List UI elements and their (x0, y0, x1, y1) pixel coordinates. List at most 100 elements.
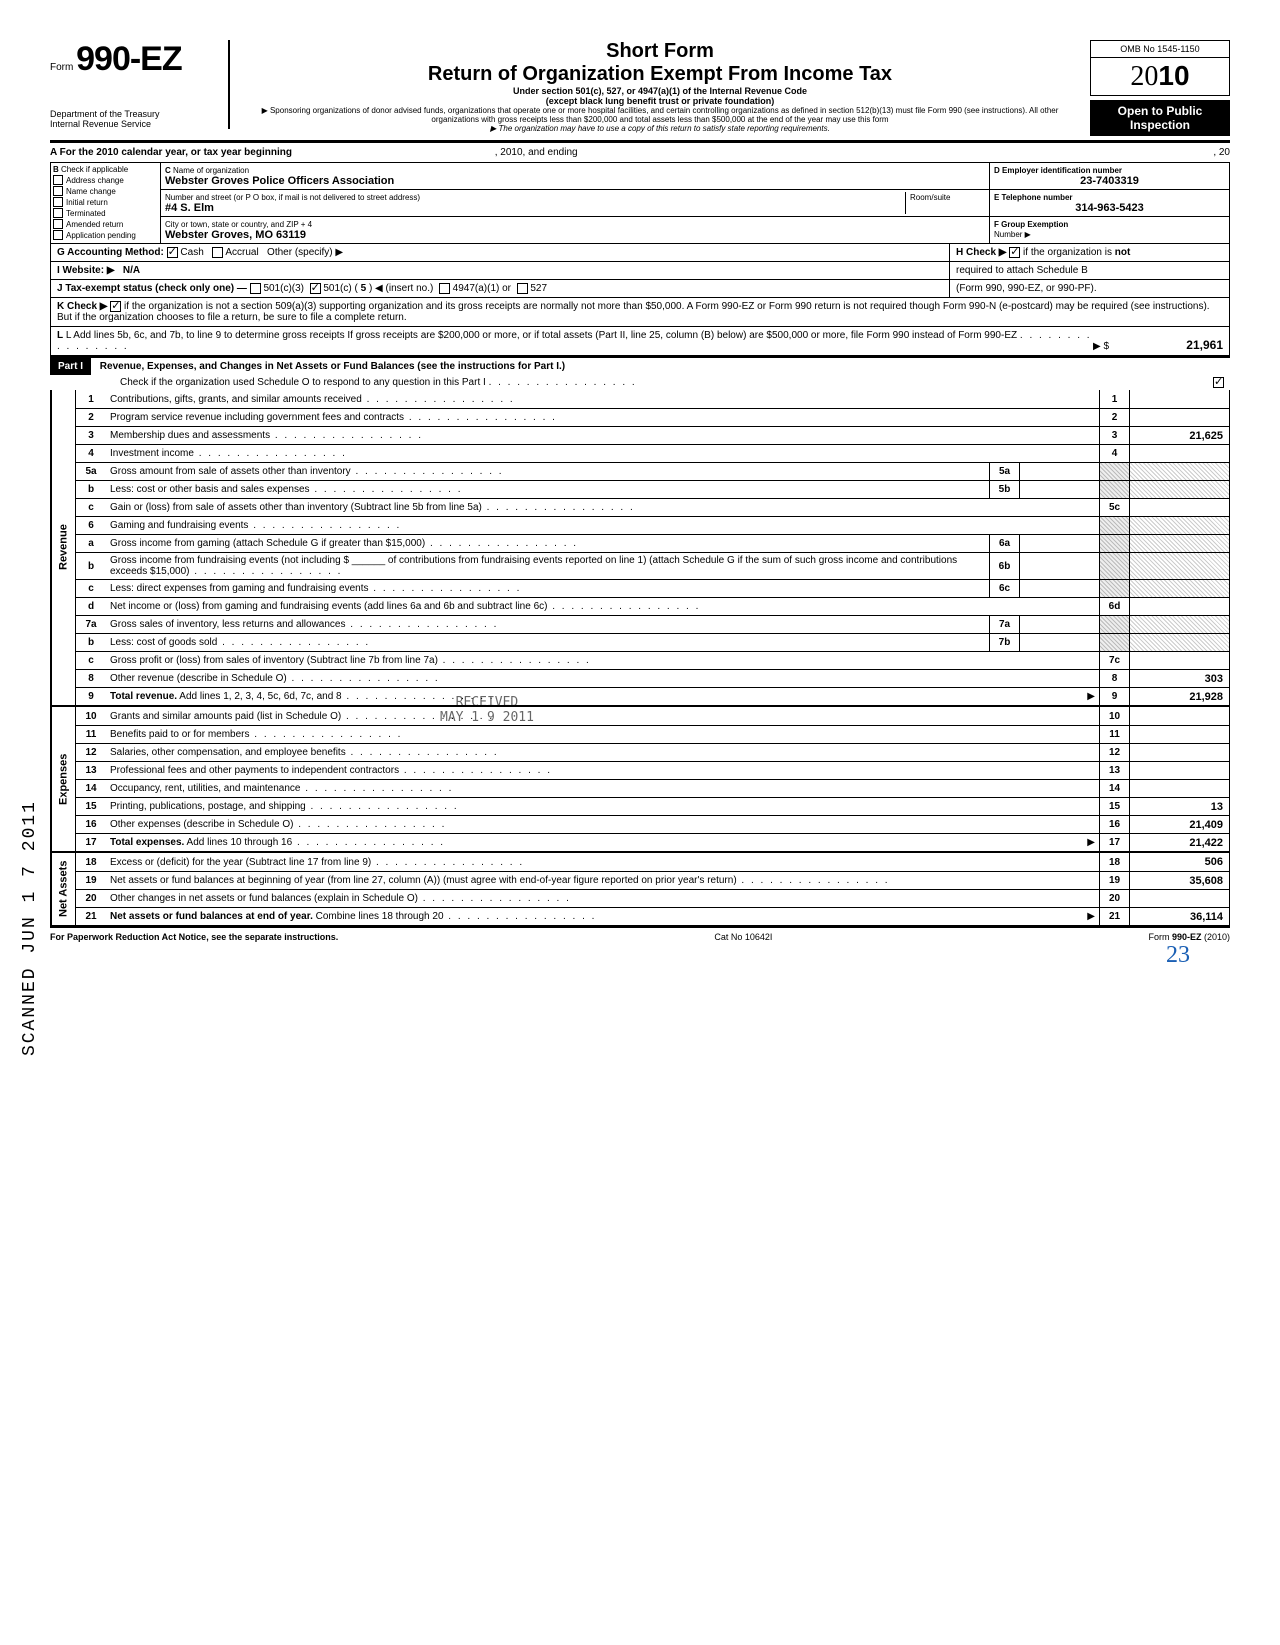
check-accrual[interactable] (212, 247, 223, 258)
mid-line-box: 7a (989, 616, 1019, 633)
footer-right: Form 990-EZ (2010) (1148, 932, 1230, 942)
f-label-2: Number ▶ (994, 230, 1031, 239)
line-row: 19Net assets or fund balances at beginni… (76, 871, 1229, 889)
l-text: L Add lines 5b, 6c, and 7b, to line 9 to… (66, 330, 1017, 341)
line-desc: Other expenses (describe in Schedule O) (106, 817, 1099, 832)
mid-line-val (1019, 535, 1099, 552)
page-footer: For Paperwork Reduction Act Notice, see … (50, 926, 1230, 942)
line-box-num: 20 (1099, 890, 1129, 907)
line-box-num: 1 (1099, 390, 1129, 408)
line-number: 18 (76, 855, 106, 870)
line-number: 9 (76, 689, 106, 704)
main-title: Return of Organization Exempt From Incom… (240, 63, 1080, 86)
h-not: not (1115, 247, 1131, 258)
check-pending[interactable]: Application pending (53, 230, 158, 240)
k-label: K Check ▶ (57, 301, 107, 312)
check-address-change[interactable]: Address change (53, 175, 158, 185)
header-note-2: ▶ The organization may have to use a cop… (240, 124, 1080, 133)
line-desc: Occupancy, rent, utilities, and maintena… (106, 781, 1099, 796)
line-row: 3Membership dues and assessments321,625 (76, 426, 1229, 444)
netassets-side-label: Net Assets (51, 853, 75, 925)
ein-value: 23-7403319 (994, 175, 1225, 187)
line-desc: Salaries, other compensation, and employ… (106, 745, 1099, 760)
line-number: 6 (76, 518, 106, 533)
line-value (1129, 445, 1229, 462)
row-l: L L Add lines 5b, 6c, and 7b, to line 9 … (50, 327, 1230, 356)
line-value (1129, 481, 1229, 498)
right-header-block: OMB No 1545-1150 2010 Open to Public Ins… (1090, 40, 1230, 136)
line-box-num: 5c (1099, 499, 1129, 516)
check-4947[interactable] (439, 283, 450, 294)
col-b-checks: B Check if applicable Address change Nam… (51, 163, 161, 243)
subtitle-1: Under section 501(c), 527, or 4947(a)(1)… (240, 86, 1080, 96)
line-value (1129, 652, 1229, 669)
check-527[interactable] (517, 283, 528, 294)
line-number: 3 (76, 428, 106, 443)
line-desc: Less: cost or other basis and sales expe… (106, 482, 989, 497)
expenses-side-label: Expenses (51, 707, 75, 851)
line-box-num (1099, 553, 1129, 579)
form-id-block: Form 990-EZ Department of the Treasury I… (50, 40, 230, 129)
line-number: 16 (76, 817, 106, 832)
mid-line-val (1019, 580, 1099, 597)
check-terminated[interactable]: Terminated (53, 208, 158, 218)
line-desc: Excess or (deficit) for the year (Subtra… (106, 855, 1099, 870)
street-address: #4 S. Elm (165, 202, 214, 214)
line-row: 20Other changes in net assets or fund ba… (76, 889, 1229, 907)
part-1-check-text: Check if the organization used Schedule … (120, 377, 486, 388)
line-box-num: 19 (1099, 872, 1129, 889)
line-box-num (1099, 463, 1129, 480)
row-g-h: G Accounting Method: Cash Accrual Other … (50, 244, 1230, 262)
part-1-title: Revenue, Expenses, and Changes in Net As… (94, 358, 571, 375)
line-row: 2Program service revenue including gover… (76, 408, 1229, 426)
line-box-num: 21 (1099, 908, 1129, 925)
line-desc: Net income or (loss) from gaming and fun… (106, 599, 1099, 614)
line-row: 1Contributions, gifts, grants, and simil… (76, 390, 1229, 408)
line-row: cGross profit or (loss) from sales of in… (76, 651, 1229, 669)
check-501c3[interactable] (250, 283, 261, 294)
room-label: Room/suite (910, 193, 950, 202)
line-row: 6Gaming and fundraising events (76, 516, 1229, 534)
check-501c[interactable] (310, 283, 321, 294)
check-k[interactable] (110, 301, 121, 312)
check-amended[interactable]: Amended return (53, 219, 158, 229)
dept-treasury: Department of the Treasury (50, 109, 220, 119)
line-row: 5aGross amount from sale of assets other… (76, 462, 1229, 480)
c-label: C (165, 166, 171, 175)
check-schedule-o[interactable] (1213, 377, 1224, 388)
line-row: 11Benefits paid to or for members11 (76, 725, 1229, 743)
open-line-2: Inspection (1094, 118, 1226, 132)
501c-num: 5 (361, 283, 367, 294)
check-cash[interactable] (167, 247, 178, 258)
line-box-num: 12 (1099, 744, 1129, 761)
year-mid: , 2010, and ending (495, 147, 578, 158)
mid-line-val (1019, 481, 1099, 498)
line-box-num: 13 (1099, 762, 1129, 779)
line-box-num (1099, 616, 1129, 633)
line-row: 13Professional fees and other payments t… (76, 761, 1229, 779)
line-number: c (76, 500, 106, 515)
line-row: 15Printing, publications, postage, and s… (76, 797, 1229, 815)
check-label: Initial return (66, 198, 108, 207)
mid-line-box: 5a (989, 463, 1019, 480)
check-initial-return[interactable]: Initial return (53, 197, 158, 207)
line-row: 17Total expenses. Add lines 10 through 1… (76, 833, 1229, 851)
addr-label: Number and street (or P O box, if mail i… (165, 193, 420, 202)
line-row: bGross income from fundraising events (n… (76, 552, 1229, 579)
form-header: Form 990-EZ Department of the Treasury I… (50, 40, 1230, 142)
check-name-change[interactable]: Name change (53, 186, 158, 196)
b-label: B (53, 165, 59, 174)
g-label: G Accounting Method: (57, 247, 164, 258)
check-schedule-b[interactable] (1009, 247, 1020, 258)
line-value (1129, 517, 1229, 534)
line-number: 5a (76, 464, 106, 479)
line-number: 14 (76, 781, 106, 796)
line-value (1129, 499, 1229, 516)
line-desc: Less: direct expenses from gaming and fu… (106, 581, 989, 596)
line-row: 7aGross sales of inventory, less returns… (76, 615, 1229, 633)
line-value (1129, 744, 1229, 761)
section-a-row: A For the 2010 calendar year, or tax yea… (50, 142, 1230, 162)
line-value: 13 (1129, 798, 1229, 815)
line-desc: Total expenses. Add lines 10 through 16 … (106, 835, 1099, 850)
line-row: 9Total revenue. Add lines 1, 2, 3, 4, 5c… (76, 687, 1229, 705)
